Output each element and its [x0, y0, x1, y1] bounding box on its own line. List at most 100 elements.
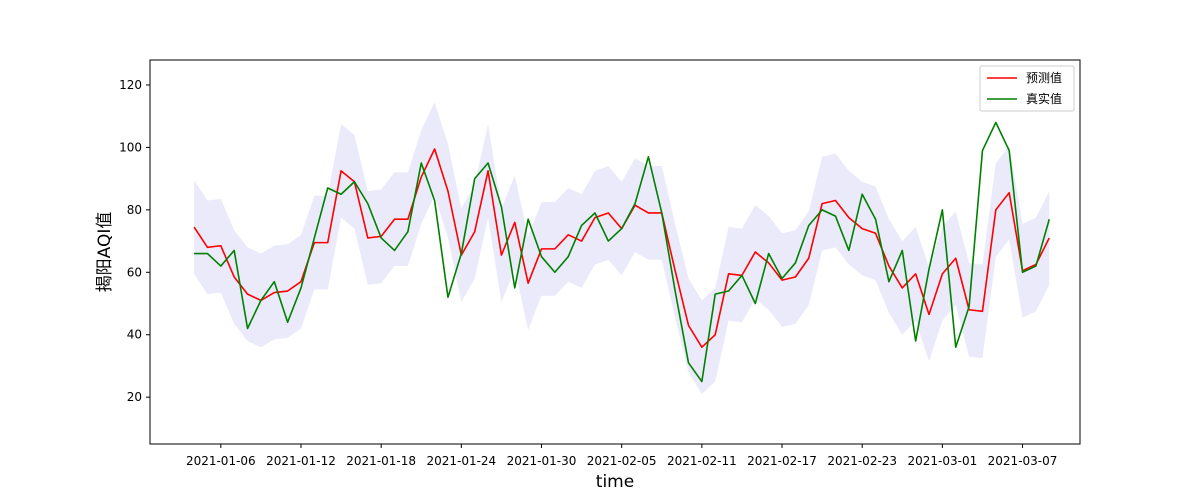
- data-point: [487, 170, 489, 172]
- data-point: [554, 271, 556, 273]
- y-tick-label: 80: [127, 203, 142, 217]
- data-point: [246, 293, 248, 295]
- data-point: [754, 302, 756, 304]
- x-tick-label: 2021-01-06: [186, 454, 256, 468]
- x-tick-label: 2021-01-30: [507, 454, 577, 468]
- data-point: [995, 209, 997, 211]
- data-point: [1048, 218, 1050, 220]
- x-tick-label: 2021-02-05: [587, 454, 657, 468]
- data-point: [1008, 149, 1010, 151]
- data-point: [407, 231, 409, 233]
- data-point: [714, 334, 716, 336]
- data-point: [206, 246, 208, 248]
- data-point: [901, 287, 903, 289]
- data-point: [594, 216, 596, 218]
- data-point: [794, 276, 796, 278]
- data-point: [567, 234, 569, 236]
- data-point: [233, 276, 235, 278]
- data-point: [527, 218, 529, 220]
- data-point: [808, 224, 810, 226]
- data-point: [393, 249, 395, 251]
- data-point: [848, 249, 850, 251]
- data-point: [727, 273, 729, 275]
- data-point: [353, 181, 355, 183]
- data-point: [754, 251, 756, 253]
- legend-label-predicted: 预测值: [1026, 70, 1062, 85]
- x-tick-label: 2021-02-11: [667, 454, 737, 468]
- y-tick-label: 40: [127, 328, 142, 342]
- data-point: [968, 305, 970, 307]
- data-point: [928, 313, 930, 315]
- data-point: [340, 193, 342, 195]
- series-layer: [193, 121, 1051, 383]
- data-point: [487, 162, 489, 164]
- x-tick-label: 2021-01-24: [426, 454, 496, 468]
- data-point: [594, 212, 596, 214]
- data-point: [874, 232, 876, 234]
- x-tick-label: 2021-01-12: [266, 454, 336, 468]
- data-point: [367, 237, 369, 239]
- data-point: [1035, 265, 1037, 267]
- data-point: [447, 190, 449, 192]
- data-point: [767, 252, 769, 254]
- data-point: [260, 299, 262, 301]
- data-point: [607, 212, 609, 214]
- data-point: [620, 227, 622, 229]
- data-point: [647, 212, 649, 214]
- data-point: [460, 252, 462, 254]
- legend-label-actual: 真实值: [1026, 91, 1062, 106]
- data-point: [340, 170, 342, 172]
- data-point: [540, 255, 542, 257]
- data-point: [393, 218, 395, 220]
- series-actual: [193, 121, 1051, 383]
- data-point: [995, 121, 997, 123]
- data-point: [701, 346, 703, 348]
- data-point: [821, 209, 823, 211]
- data-point: [808, 257, 810, 259]
- data-point: [941, 273, 943, 275]
- data-point: [327, 241, 329, 243]
- data-point: [741, 274, 743, 276]
- data-point: [380, 237, 382, 239]
- data-point: [300, 287, 302, 289]
- data-point: [420, 162, 422, 164]
- data-point: [888, 265, 890, 267]
- data-point: [313, 237, 315, 239]
- y-axis-title: 揭阳AQI值: [95, 212, 115, 293]
- data-point: [861, 227, 863, 229]
- data-point: [567, 255, 569, 257]
- data-point: [327, 187, 329, 189]
- data-point: [500, 254, 502, 256]
- y-tick-label: 120: [119, 78, 142, 92]
- data-point: [727, 290, 729, 292]
- data-point: [834, 215, 836, 217]
- data-point: [246, 327, 248, 329]
- data-point: [220, 245, 222, 247]
- data-point: [901, 249, 903, 251]
- data-point: [888, 280, 890, 282]
- data-point: [1021, 271, 1023, 273]
- data-point: [420, 176, 422, 178]
- data-point: [661, 212, 663, 214]
- data-point: [701, 380, 703, 382]
- data-point: [794, 262, 796, 264]
- data-point: [554, 248, 556, 250]
- data-point: [433, 148, 435, 150]
- data-point: [647, 156, 649, 158]
- plot-frame: [149, 59, 1081, 445]
- x-axis-ticks: 2021-01-06 2021-01-12 2021-01-18 2021-01-24…: [186, 444, 1057, 468]
- x-tick-label: 2021-01-18: [346, 454, 416, 468]
- data-point: [914, 273, 916, 275]
- data-point: [273, 280, 275, 282]
- data-point: [981, 149, 983, 151]
- x-tick-label: 2021-03-07: [988, 454, 1058, 468]
- data-point: [1048, 237, 1050, 239]
- data-point: [233, 249, 235, 251]
- y-tick-label: 60: [127, 265, 142, 279]
- data-point: [193, 252, 195, 254]
- data-point: [206, 252, 208, 254]
- data-point: [687, 324, 689, 326]
- data-point: [941, 209, 943, 211]
